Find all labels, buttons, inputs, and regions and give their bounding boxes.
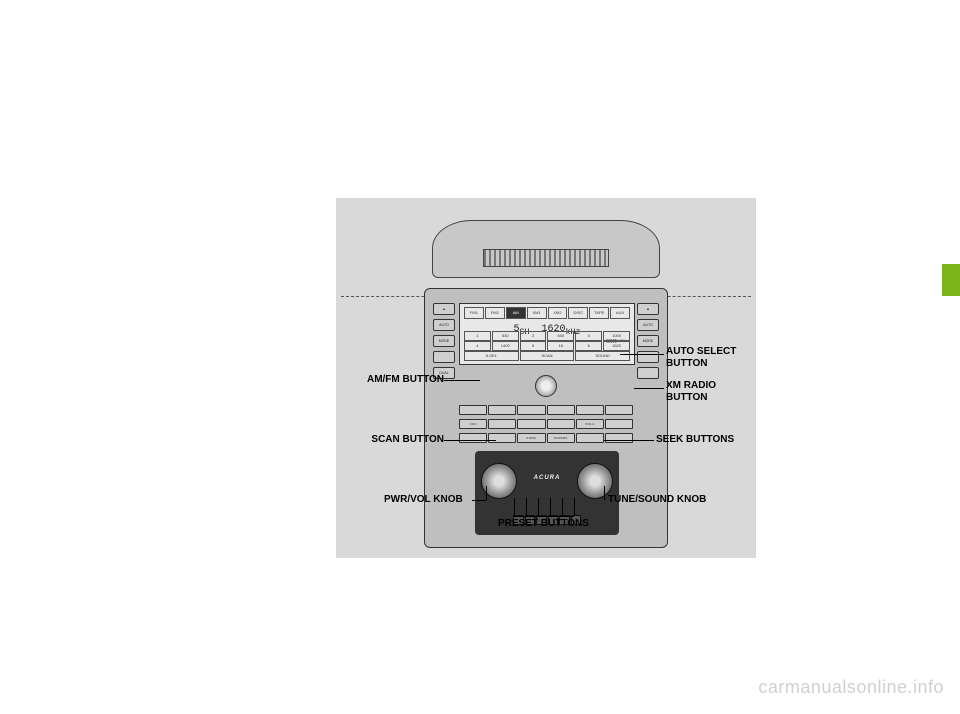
label-autoselect-l1: AUTO SELECT	[666, 346, 736, 357]
button-row-3: 6-DISC DVD/MP3	[459, 433, 633, 443]
leader-scan	[444, 440, 496, 441]
unit-button[interactable]	[517, 419, 545, 429]
band-tab[interactable]: FM2	[485, 307, 505, 319]
leader-seek	[604, 440, 654, 441]
preset-cell: 2	[520, 331, 547, 341]
unit-button[interactable]	[547, 405, 575, 415]
preset-cell: 6	[575, 341, 602, 351]
leader-pwr-v	[486, 486, 487, 500]
band-tab[interactable]: XM2	[548, 307, 568, 319]
band-tab-row: FM1 FM2 AM XM1 XM2 DISC TAPE AUX	[464, 307, 630, 319]
right-button-up[interactable]: ▲	[637, 303, 659, 315]
right-button-mode[interactable]: MODE	[637, 335, 659, 347]
unit-button[interactable]: DVD-A	[576, 419, 604, 429]
left-button-mode[interactable]: MODE	[433, 335, 455, 347]
softkey-sound[interactable]: SOUND	[575, 351, 630, 361]
preset-cell: 1	[464, 331, 491, 341]
leader-preset-4	[550, 498, 551, 516]
unit-button[interactable]	[547, 419, 575, 429]
band-tab[interactable]: DISC	[568, 307, 588, 319]
unit-button[interactable]: DVD/MP3	[547, 433, 575, 443]
leader-preset-6	[574, 498, 575, 516]
unit-button[interactable]	[576, 433, 604, 443]
preset-cell: 1620	[603, 341, 630, 351]
leader-preset-5	[562, 498, 563, 516]
label-xm: XM RADIO BUTTON	[666, 380, 716, 403]
right-button-5[interactable]	[637, 367, 659, 379]
label-tune: TUNE/SOUND KNOB	[608, 494, 706, 506]
leader-preset-1	[514, 498, 515, 516]
preset-cell: 1400	[492, 341, 519, 351]
unit-button[interactable]: CD/C	[459, 419, 487, 429]
preset-cell: 1000	[603, 331, 630, 341]
right-button-4[interactable]	[637, 351, 659, 363]
leader-tune-v	[604, 486, 605, 500]
label-scan: SCAN BUTTON	[354, 434, 444, 446]
watermark: carmanualsonline.info	[758, 677, 944, 698]
unit-button[interactable]	[517, 405, 545, 415]
preset-cell: 5	[520, 341, 547, 351]
center-knob[interactable]	[535, 375, 557, 397]
unit-button[interactable]	[605, 405, 633, 415]
left-button-auto[interactable]: AUTO	[433, 319, 455, 331]
label-preset: PRESET BUTTONS	[498, 518, 589, 530]
leader-preset-3	[538, 498, 539, 516]
leader-pwr-h	[472, 500, 486, 501]
softkey-asel[interactable]: A.SEL	[464, 351, 519, 361]
band-tab[interactable]: FM1	[464, 307, 484, 319]
preset-cell: 530	[492, 331, 519, 341]
band-tab-active[interactable]: AM	[506, 307, 526, 319]
leader-preset-2	[526, 498, 527, 516]
left-button-up[interactable]: ▲	[433, 303, 455, 315]
leader-autoselect	[620, 354, 664, 355]
unit-button[interactable]	[488, 405, 516, 415]
left-button-4[interactable]	[433, 351, 455, 363]
right-button-auto[interactable]: AUTO	[637, 319, 659, 331]
label-autoselect: AUTO SELECT BUTTON	[666, 346, 736, 369]
button-row-1	[459, 405, 633, 415]
head-unit: ▲ AUTO MODE DUAL ▲ AUTO MODE FM1 FM2 AM …	[424, 288, 668, 548]
label-seek: SEEK BUTTONS	[656, 434, 734, 446]
unit-button[interactable]	[488, 419, 516, 429]
radio-figure: ▲ AUTO MODE DUAL ▲ AUTO MODE FM1 FM2 AM …	[336, 198, 756, 558]
leader-xm	[634, 388, 664, 389]
label-xm-l1: XM RADIO	[666, 380, 716, 391]
preset-cell: 16	[547, 341, 574, 351]
brand-badge: ACURA	[475, 475, 619, 481]
page-edge-tab	[942, 264, 960, 296]
softkey-scan[interactable]: SCAN	[520, 351, 575, 361]
label-autoselect-l2: BUTTON	[666, 358, 707, 369]
unit-button[interactable]	[459, 433, 487, 443]
screen-preset-grid: 1 530 2 600 3 1000 4 1400 5 16 6 1620 A.…	[464, 331, 630, 361]
leader-amfm	[444, 380, 480, 381]
unit-button[interactable]	[488, 433, 516, 443]
button-row-2: CD/C DVD-A	[459, 419, 633, 429]
leader-preset-bar	[514, 516, 574, 517]
label-xm-l2: BUTTON	[666, 392, 707, 403]
preset-cell: 3	[575, 331, 602, 341]
band-tab[interactable]: XM1	[527, 307, 547, 319]
radio-display-screen: FM1 FM2 AM XM1 XM2 DISC TAPE AUX 5CH 162…	[459, 303, 635, 365]
preset-cell: 600	[547, 331, 574, 341]
label-amfm: AM/FM BUTTON	[354, 374, 444, 386]
unit-button[interactable]: 6-DISC	[517, 433, 545, 443]
preset-cell: 4	[464, 341, 491, 351]
unit-button[interactable]	[459, 405, 487, 415]
band-tab[interactable]: AUX	[610, 307, 630, 319]
unit-button[interactable]	[605, 433, 633, 443]
label-pwr-vol: PWR/VOL KNOB	[384, 494, 463, 506]
dashboard-top-vent	[432, 220, 660, 278]
band-tab[interactable]: TAPE	[589, 307, 609, 319]
unit-button[interactable]	[605, 419, 633, 429]
unit-button[interactable]	[576, 405, 604, 415]
